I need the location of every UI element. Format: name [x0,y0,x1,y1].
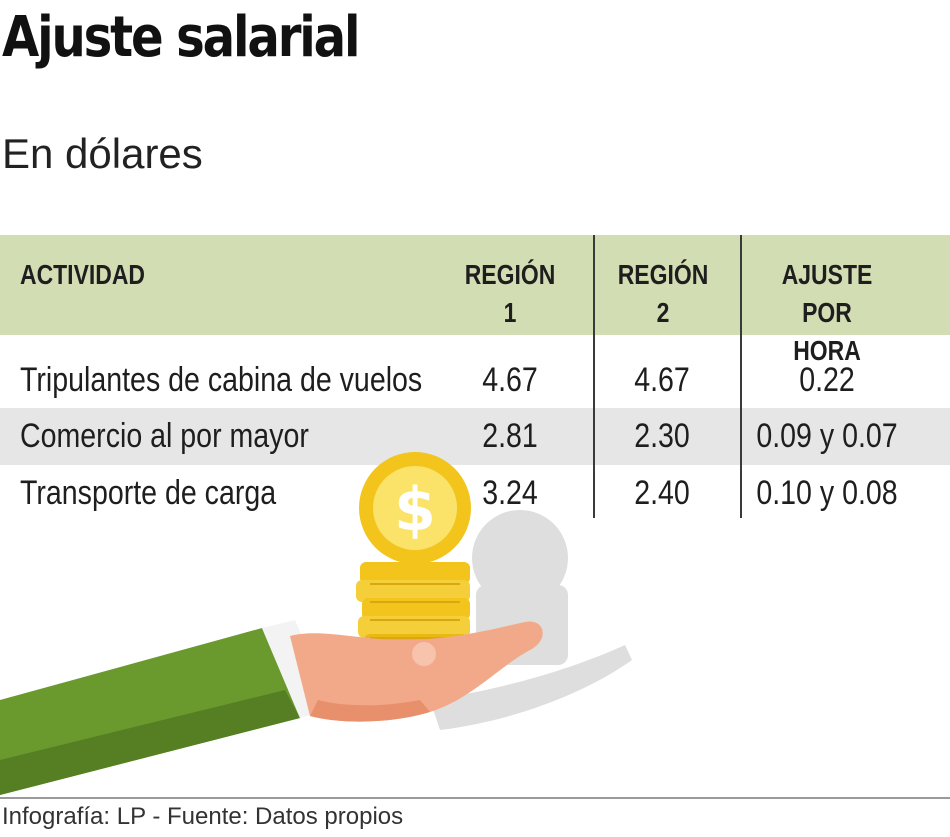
coin-stack-icon [356,562,470,656]
header-ajuste-por-hora: AJUSTE POR HORA [781,259,873,366]
cell-region-1: 2.81 [482,417,538,455]
cell-actividad: Transporte de carga [20,474,277,512]
table-row-band [0,408,950,465]
cell-region-1: 3.24 [482,474,538,512]
header-region-2: REGIÓN 2 [617,259,709,328]
column-divider [740,235,742,518]
cell-actividad: Comercio al por mayor [20,417,309,455]
cell-region-2: 2.30 [634,417,690,455]
page-subtitle: En dólares [2,130,203,177]
cell-ajuste: 0.10 y 0.08 [756,474,898,512]
page-title: Ajuste salarial [2,5,361,70]
cell-region-1: 4.67 [482,361,538,399]
column-divider [593,235,595,518]
cell-region-2: 4.67 [634,361,690,399]
hand-icon [290,621,543,722]
cell-region-2: 2.40 [634,474,690,512]
dollar-coin-icon: $ [359,452,471,564]
cell-ajuste: 0.22 [799,361,855,399]
footer-divider [0,797,950,799]
cell-actividad: Tripulantes de cabina de vuelos [20,361,423,399]
table-header-band [0,235,950,335]
header-region-1: REGIÓN 1 [464,259,556,328]
hand-with-coins-illustration: $ [0,452,632,795]
source-credit: Infografía: LP - Fuente: Datos propios [2,803,404,830]
coin-symbol: $ [394,475,436,545]
cell-ajuste: 0.09 y 0.07 [756,417,898,455]
header-actividad: ACTIVIDAD [20,259,146,290]
